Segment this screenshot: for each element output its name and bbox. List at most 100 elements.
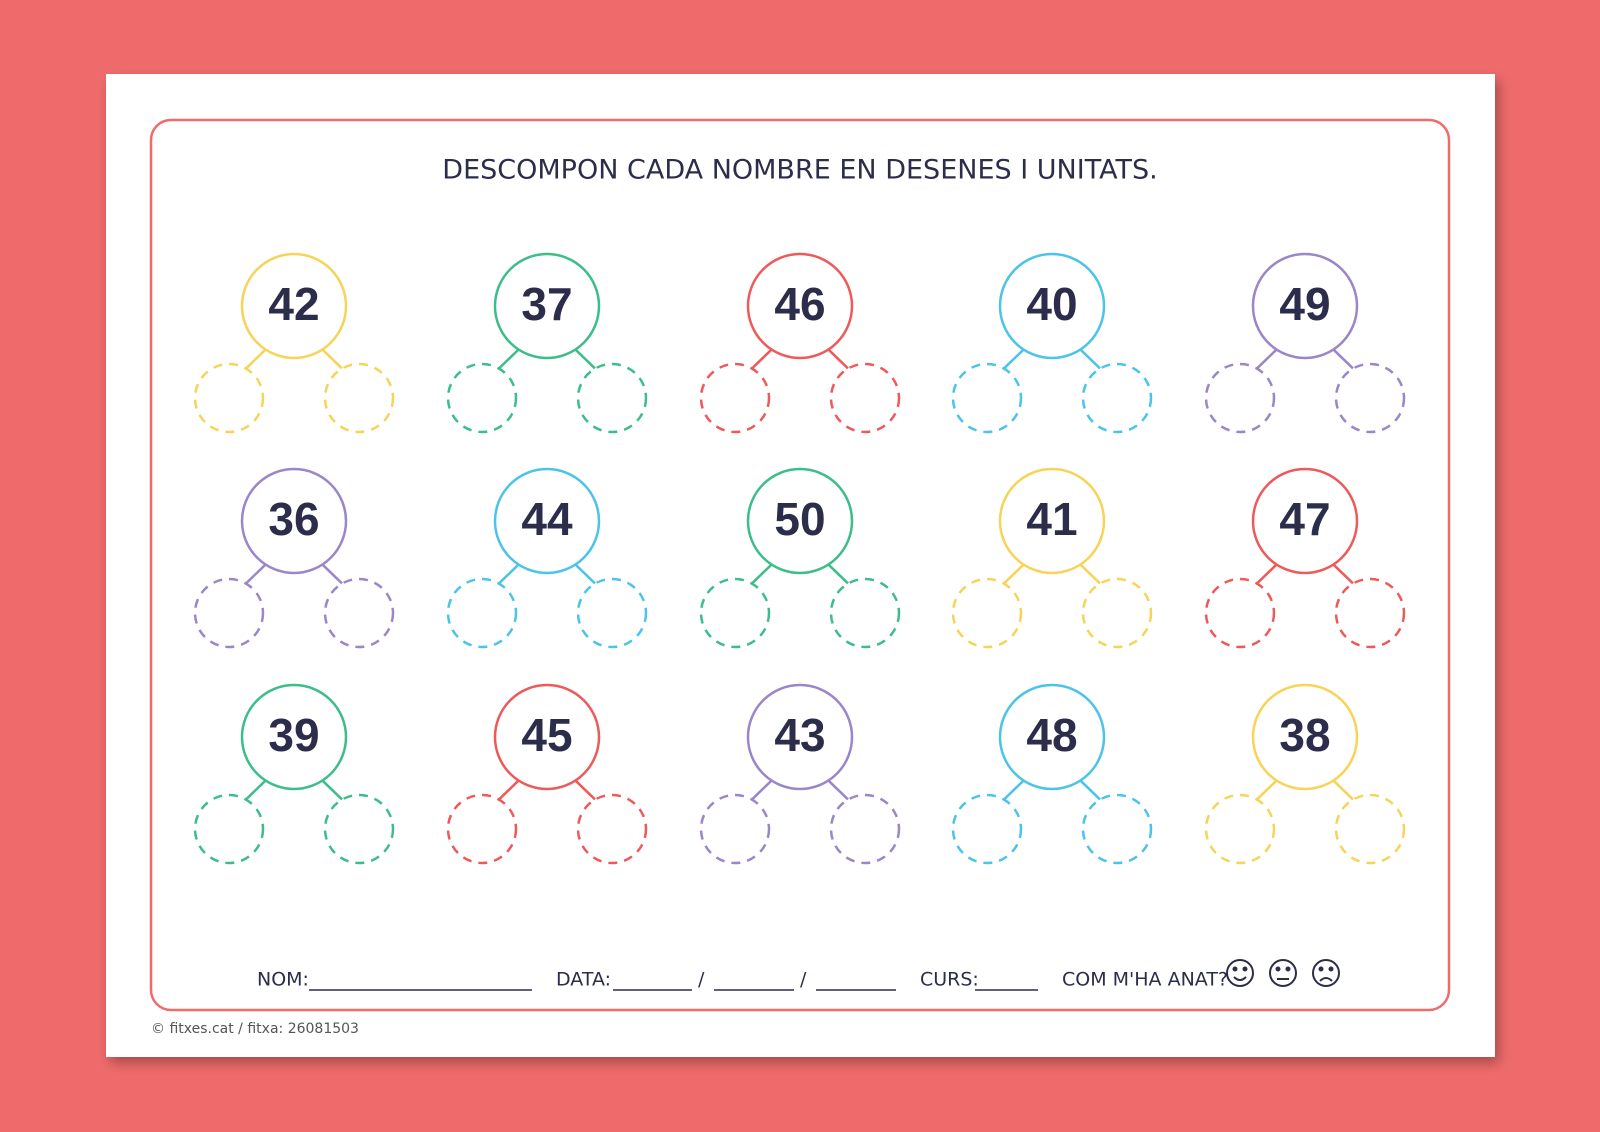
number-bond: 45 (446, 683, 648, 865)
number: 38 (1279, 709, 1330, 761)
answer-circle (951, 362, 1023, 434)
connector (574, 348, 596, 370)
connector (751, 779, 773, 801)
connector (574, 779, 596, 801)
exercise-grid: 42 37 46 40 49 36 44 50 41 47 39 45 43 48 38 (193, 252, 1406, 865)
number: 49 (1279, 278, 1330, 330)
connector (498, 348, 520, 370)
connector (498, 779, 520, 801)
connector (1332, 563, 1354, 585)
answer-circle (323, 362, 395, 434)
happy-face (1226, 959, 1254, 987)
answer-circle (699, 577, 771, 649)
number-bond: 40 (951, 252, 1153, 434)
number-circle (493, 252, 601, 360)
faces (1226, 959, 1340, 987)
answer-circle (193, 793, 265, 865)
number-circle (240, 252, 348, 360)
answer-circle (1334, 577, 1406, 649)
number-bond: 48 (951, 683, 1153, 865)
answer-circle (1204, 362, 1276, 434)
connector (321, 348, 343, 370)
answer-circle (1081, 362, 1153, 434)
name-label: NOM: (257, 969, 309, 991)
number-bond: 38 (1204, 683, 1406, 865)
answer-circle (1204, 793, 1276, 865)
connector (245, 563, 267, 585)
connector (1332, 779, 1354, 801)
number-circle (240, 467, 348, 575)
number-circle (1251, 683, 1359, 791)
number: 42 (268, 278, 319, 330)
number: 36 (268, 493, 319, 545)
neutral-face (1269, 959, 1297, 987)
answer-circle (446, 362, 518, 434)
number-bond: 43 (699, 683, 901, 865)
answer-circle (1081, 793, 1153, 865)
number: 44 (521, 493, 573, 545)
number-bond: 41 (951, 467, 1153, 649)
connector (1003, 563, 1025, 585)
copyright: © fitxes.cat / fitxa: 26081503 (151, 1021, 359, 1037)
number-bond: 46 (699, 252, 901, 434)
number-circle (746, 683, 854, 791)
connector (321, 779, 343, 801)
answer-circle (699, 793, 771, 865)
connector (1256, 563, 1278, 585)
sad-face (1312, 959, 1340, 987)
number-bond: 39 (193, 683, 395, 865)
number: 45 (521, 709, 572, 761)
number-bond: 42 (193, 252, 395, 434)
answer-circle (193, 577, 265, 649)
number: 48 (1026, 709, 1077, 761)
answer-circle (193, 362, 265, 434)
number-circle (746, 252, 854, 360)
date-separator: / (698, 969, 705, 991)
answer-circle (323, 793, 395, 865)
answer-circle (576, 362, 648, 434)
connector (1079, 348, 1101, 370)
number-bond: 36 (193, 467, 395, 649)
connector (827, 779, 849, 801)
connector (1332, 348, 1354, 370)
answer-circle (576, 793, 648, 865)
number-bond: 49 (1204, 252, 1406, 434)
answer-circle (1204, 577, 1276, 649)
answer-circle (699, 362, 771, 434)
number: 46 (774, 278, 825, 330)
number-circle (1251, 467, 1359, 575)
date-separator: / (800, 969, 807, 991)
connector (1003, 348, 1025, 370)
answer-circle (951, 577, 1023, 649)
number: 41 (1026, 493, 1077, 545)
answer-circle (1081, 577, 1153, 649)
connector (574, 563, 596, 585)
number-circle (746, 467, 854, 575)
answer-circle (829, 793, 901, 865)
footer: NOM: DATA: / / CURS: COM M'HA ANAT? (257, 959, 1340, 991)
answer-circle (1334, 362, 1406, 434)
number-bond: 44 (446, 467, 648, 649)
connector (827, 563, 849, 585)
number: 37 (521, 278, 572, 330)
answer-circle (829, 362, 901, 434)
number: 43 (774, 709, 825, 761)
number: 39 (268, 709, 319, 761)
answer-circle (951, 793, 1023, 865)
answer-circle (829, 577, 901, 649)
connector (498, 563, 520, 585)
connector (1079, 563, 1101, 585)
answer-circle (1334, 793, 1406, 865)
number-circle (493, 467, 601, 575)
feedback-label: COM M'HA ANAT? (1062, 969, 1228, 991)
answer-circle (446, 577, 518, 649)
number: 40 (1026, 278, 1077, 330)
connector (1256, 779, 1278, 801)
connector (827, 348, 849, 370)
connector (751, 563, 773, 585)
number-circle (493, 683, 601, 791)
number: 50 (774, 493, 825, 545)
number-bond: 37 (446, 252, 648, 434)
number-circle (240, 683, 348, 791)
